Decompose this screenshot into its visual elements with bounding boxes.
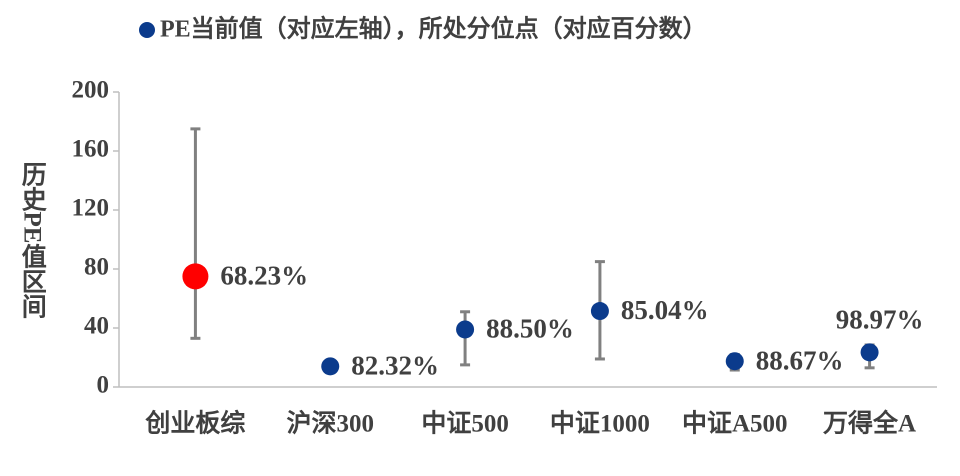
point — [321, 357, 340, 376]
y-tick-label: 0 — [97, 372, 110, 399]
x-tick-label: 中证1000 — [550, 410, 650, 438]
x-tick-label: 万得全A — [823, 409, 916, 438]
percentile-label: 88.50% — [486, 314, 574, 344]
percentile-label: 85.04% — [621, 295, 709, 325]
x-tick-label: 创业板综 — [144, 409, 245, 438]
percentile-label: 82.32% — [351, 351, 439, 381]
legend-label: PE当前值（对应左轴），所处分位点（对应百分数） — [160, 15, 707, 43]
y-axis-label: 历史PE值区间 — [18, 162, 47, 319]
y-tick-label: 40 — [84, 313, 109, 340]
point — [182, 263, 209, 290]
percentile-label: 68.23% — [220, 261, 308, 291]
y-tick-label: 120 — [72, 195, 110, 222]
y-tick-label: 200 — [72, 77, 110, 104]
y-tick-label: 80 — [84, 254, 109, 281]
point — [860, 343, 879, 362]
x-tick-label: 中证500 — [421, 410, 509, 438]
percentile-label: 98.97% — [836, 305, 924, 335]
point — [456, 320, 475, 339]
x-tick-label: 沪深300 — [286, 410, 374, 438]
point — [590, 302, 609, 321]
x-tick-label: 中证A500 — [682, 410, 788, 438]
y-tick-label: 160 — [72, 136, 110, 163]
legend-marker — [139, 22, 155, 38]
point — [725, 352, 744, 371]
percentile-label: 88.67% — [756, 345, 844, 375]
